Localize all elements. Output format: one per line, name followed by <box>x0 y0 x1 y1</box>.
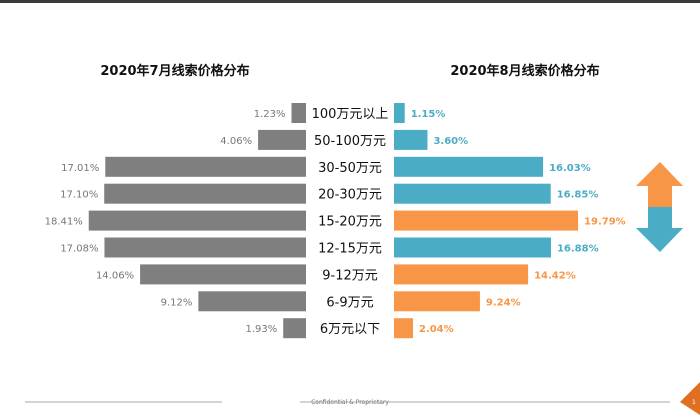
category-label: 15-20万元 <box>318 215 382 230</box>
left-value-label: 9.12% <box>161 297 193 308</box>
category-label: 30-50万元 <box>318 161 382 176</box>
left-bar <box>88 210 307 231</box>
left-bar <box>140 264 306 285</box>
left-bar <box>283 318 306 339</box>
left-value-label: 17.08% <box>60 244 98 255</box>
page-number: 1 <box>692 399 696 406</box>
right-value-label: 16.88% <box>557 244 599 255</box>
left-bar <box>291 103 306 123</box>
right-bar <box>394 183 551 204</box>
left-bar <box>198 291 306 312</box>
category-label: 20-30万元 <box>318 188 382 203</box>
left-bar <box>104 237 307 258</box>
left-value-label: 14.06% <box>96 270 134 281</box>
right-value-label: 3.60% <box>433 136 468 147</box>
right-bar <box>394 210 579 231</box>
right-value-label: 19.79% <box>584 217 626 228</box>
right-bar <box>394 156 544 177</box>
left-value-label: 4.06% <box>220 136 252 147</box>
left-value-label: 18.41% <box>45 217 83 228</box>
right-value-label: 16.03% <box>549 163 591 174</box>
right-value-label: 14.42% <box>534 270 576 281</box>
category-label: 12-15万元 <box>318 242 382 257</box>
left-chart-title: 2020年7月线索价格分布 <box>100 63 249 79</box>
left-bar <box>258 129 306 150</box>
up-down-arrow-icon <box>636 162 683 252</box>
left-value-label: 1.93% <box>245 324 277 335</box>
right-bar <box>394 318 413 339</box>
top-bar <box>0 0 700 3</box>
right-value-label: 2.04% <box>419 324 454 335</box>
right-value-label: 9.24% <box>486 297 521 308</box>
left-bar <box>104 183 306 204</box>
right-bar <box>394 129 428 150</box>
right-bar <box>394 237 551 258</box>
right-chart-title: 2020年8月线索价格分布 <box>450 63 599 79</box>
right-bar <box>394 291 480 312</box>
category-label: 100万元以上 <box>312 107 389 122</box>
left-value-label: 17.01% <box>61 163 99 174</box>
left-value-label: 1.23% <box>254 109 286 120</box>
category-label: 9-12万元 <box>322 268 378 283</box>
category-label: 6万元以下 <box>320 322 380 337</box>
right-bar <box>394 264 529 285</box>
page-badge <box>680 382 700 415</box>
right-value-label: 1.15% <box>411 109 446 120</box>
category-label: 6-9万元 <box>326 295 373 310</box>
category-label: 50-100万元 <box>314 134 386 149</box>
left-bar <box>105 156 306 177</box>
right-value-label: 16.85% <box>557 190 599 201</box>
left-value-label: 17.10% <box>60 190 98 201</box>
right-bar <box>394 103 405 123</box>
